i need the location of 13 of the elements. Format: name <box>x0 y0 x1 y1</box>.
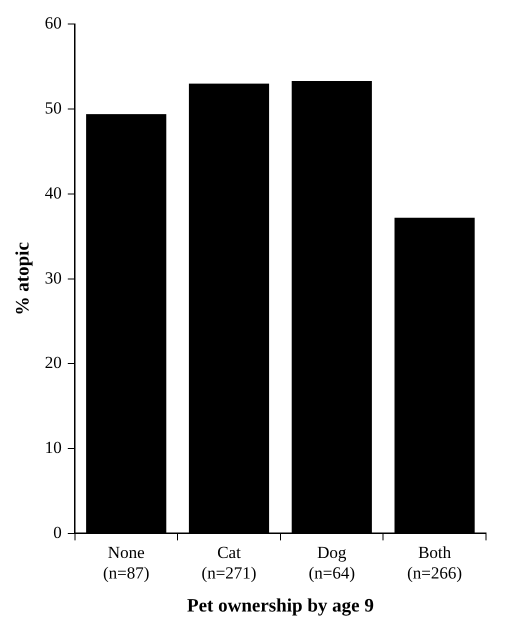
x-tick-label: Cat (n=271) <box>202 543 256 582</box>
y-tick-label: 0 <box>53 522 62 542</box>
y-axis-title: % atopic <box>12 242 34 316</box>
x-axis-title: Pet ownership by age 9 <box>186 596 374 617</box>
y-tick-label: 10 <box>44 438 62 457</box>
x-tick-label: None (n=87) <box>102 543 150 582</box>
y-tick-label: 40 <box>44 183 62 202</box>
y-tick-label: 60 <box>44 14 62 33</box>
y-tick-label: 50 <box>44 98 62 118</box>
x-tick-label: Dog (n=64) <box>308 543 356 582</box>
y-tick-label: 30 <box>44 268 62 288</box>
y-tick-label: 20 <box>44 353 62 372</box>
x-tick-label: Both (n=266) <box>407 543 462 582</box>
